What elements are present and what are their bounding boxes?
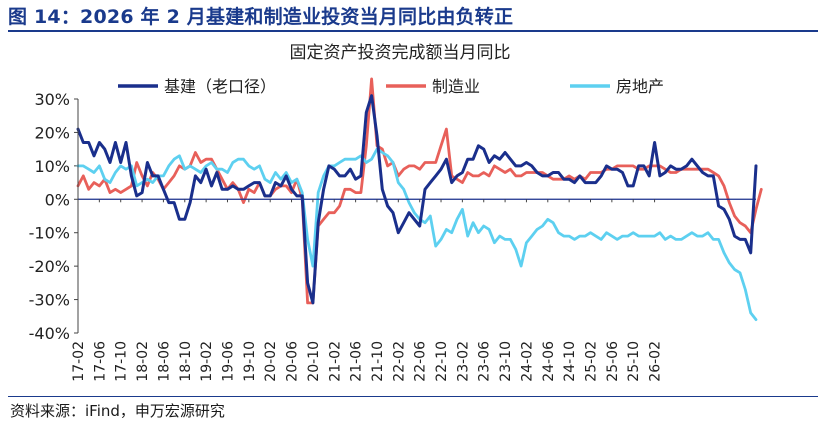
chart-title: 固定资产投资完成额当月同比 (290, 43, 511, 63)
x-tick-label: 25-02 (584, 341, 600, 382)
x-tick-label: 18-02 (135, 341, 151, 382)
x-tick-label: 23-02 (455, 341, 471, 382)
x-tick-label: 21-02 (327, 341, 343, 382)
series-line-0 (76, 94, 758, 305)
x-tick-label: 19-06 (220, 341, 236, 382)
x-tick-label: 24-02 (519, 341, 535, 382)
series-line-2 (76, 147, 758, 322)
source-rule (8, 396, 818, 397)
y-axis-labels: 30% 20% 10% 0% -10% -20% -30% -40% (29, 90, 70, 343)
line-chart: 固定资产投资完成额当月同比 基建（老口径） 制造业 房地产 30% 20% 10% 0% -… (29, 43, 763, 382)
legend-label-1: 制造业 (432, 77, 480, 96)
x-axis-labels: 17-02 17-06 17-10 18-02 18-06 18-10 19-02 19-06… (71, 341, 664, 382)
title-rule (8, 30, 818, 32)
y-tick-label: -10% (29, 224, 70, 243)
y-tick-label: 30% (34, 90, 70, 109)
x-tick-label: 21-06 (349, 341, 365, 382)
x-tick-label: 22-06 (413, 341, 429, 382)
x-tick-label: 23-06 (477, 341, 493, 382)
y-tick-label: -30% (29, 291, 70, 310)
y-tick-marks (74, 98, 78, 334)
y-tick-label: 10% (34, 157, 70, 176)
x-tick-label: 17-02 (71, 341, 87, 382)
x-tick-label: 21-10 (370, 341, 386, 382)
y-tick-label: 0% (45, 190, 70, 209)
legend-label-0: 基建（老口径） (164, 77, 276, 96)
series-line-1 (76, 77, 763, 305)
x-tick-label: 25-10 (626, 341, 642, 382)
series-lines (76, 77, 763, 322)
legend-label-2: 房地产 (616, 77, 664, 96)
y-tick-label: -40% (29, 324, 70, 343)
x-tick-label: 22-10 (434, 341, 450, 382)
source-note: 资料来源：iFind，申万宏源研究 (10, 402, 225, 420)
x-tick-label: 19-02 (199, 341, 215, 382)
x-tick-label: 24-10 (562, 341, 578, 382)
y-tick-label: 20% (34, 123, 70, 142)
y-tick-label: -20% (29, 257, 70, 276)
x-tick-label: 19-10 (242, 341, 258, 382)
x-tick-label: 25-06 (605, 341, 621, 382)
figure-title: 图 14：2026 年 2 月基建和制造业投资当月同比由负转正 (8, 6, 514, 28)
x-tick-label: 26-02 (648, 341, 664, 382)
x-tick-label: 22-02 (391, 341, 407, 382)
legend: 基建（老口径） 制造业 房地产 (118, 77, 664, 96)
x-tick-label: 18-10 (178, 341, 194, 382)
x-axis (77, 99, 756, 333)
x-tick-label: 18-06 (156, 341, 172, 382)
x-tick-label: 17-06 (92, 341, 108, 382)
x-tick-label: 20-02 (263, 341, 279, 382)
x-tick-label: 24-06 (541, 341, 557, 382)
x-tick-label: 17-10 (114, 341, 130, 382)
x-tick-label: 23-10 (498, 341, 514, 382)
x-tick-label: 20-10 (306, 341, 322, 382)
x-tick-label: 20-06 (285, 341, 301, 382)
